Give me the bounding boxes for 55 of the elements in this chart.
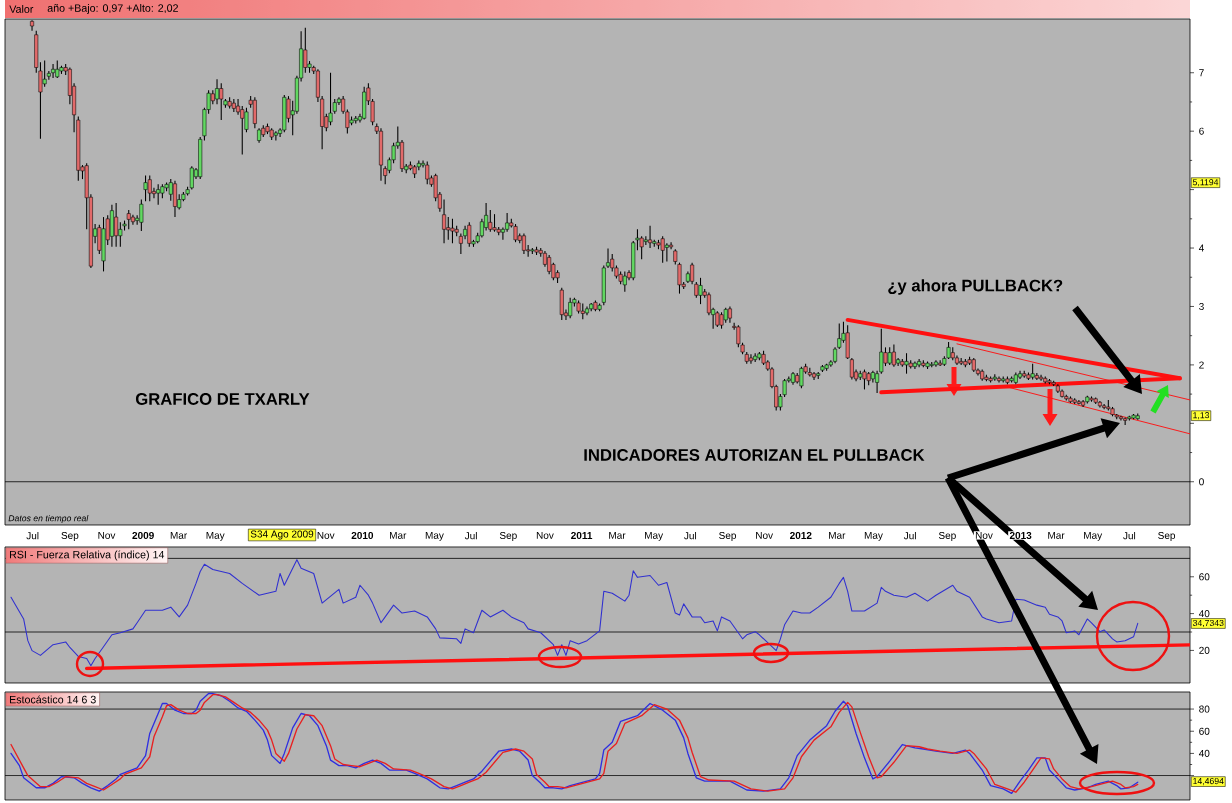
x-tick-label: Jul <box>684 531 697 540</box>
x-tick-label: 2011 <box>571 531 593 540</box>
x-tick-label: 2013 <box>1009 531 1032 540</box>
annotation: GRAFICO DE TXARLY <box>135 393 310 405</box>
x-tick-label: Nov <box>536 531 554 539</box>
x-tick-label: Mar <box>829 531 846 539</box>
y-tick-label: 40 <box>1198 610 1210 618</box>
y-tick-label: 3 <box>1199 302 1204 311</box>
chart-title: Valor <box>9 5 34 13</box>
x-tick-label: Mar <box>609 531 626 539</box>
x-tick-label: May <box>206 531 225 541</box>
text: 14,4694 <box>1193 778 1224 786</box>
x-tick-label: Sep <box>499 531 517 541</box>
annotation: INDICADORES AUTORIZAN EL PULLBACK <box>584 449 925 461</box>
chart-title: Estocástico 14 6 3 <box>9 695 96 704</box>
x-tick-label: May <box>864 531 883 541</box>
text: S34 Ago 2009 <box>250 530 314 540</box>
y-tick-label: 20 <box>1199 646 1210 654</box>
x-tick-label: Jul <box>26 531 39 540</box>
x-tick-label: Sep <box>719 531 737 541</box>
y-tick-label: 0 <box>1199 478 1204 486</box>
x-tick-label: Sep <box>1158 531 1176 541</box>
text: 1,13 <box>1193 412 1210 420</box>
annotation: Datos en tiempo real <box>8 514 89 524</box>
x-tick-label: 2012 <box>790 531 812 540</box>
x-tick-label: Jul <box>464 531 477 540</box>
x-tick-label: Jul <box>1123 531 1136 540</box>
x-tick-label: Sep <box>61 531 79 541</box>
x-tick-label: 2010 <box>351 531 374 540</box>
x-tick-label: May <box>645 531 664 541</box>
y-tick-label: 7 <box>1199 69 1204 77</box>
x-tick-label: Nov <box>756 531 774 539</box>
y-tick-label: 60 <box>1199 573 1210 581</box>
x-tick-label: Mar <box>390 531 407 539</box>
y-tick-label: 6 <box>1199 127 1204 135</box>
y-tick-label: 60 <box>1199 727 1210 735</box>
y-tick-label: 4 <box>1198 244 1204 252</box>
x-tick-label: Nov <box>975 531 993 539</box>
x-tick-label: Jul <box>903 531 916 540</box>
x-tick-label: Nov <box>317 531 335 539</box>
chart-subtitle: año +Bajo: 0,97 +Alto: 2,02 <box>47 4 178 14</box>
y-tick-label: 40 <box>1198 749 1210 757</box>
y-tick-label: 80 <box>1199 705 1210 713</box>
x-tick-label: Mar <box>1048 531 1065 539</box>
text: 34,7343 <box>1192 619 1224 628</box>
x-tick-label: 2009 <box>132 531 154 540</box>
text: 5,1194 <box>1192 179 1219 187</box>
x-tick-label: Sep <box>938 531 956 541</box>
x-tick-label: Mar <box>170 531 188 539</box>
annotation: ¿y ahora PULLBACK? <box>888 279 1063 295</box>
x-tick-label: Nov <box>98 531 116 539</box>
x-tick-label: May <box>1084 531 1103 541</box>
x-tick-label: May <box>425 531 444 541</box>
chart-title: RSI - Fuerza Relativa (índice) 14 <box>9 550 165 561</box>
y-tick-label: 2 <box>1199 361 1204 369</box>
